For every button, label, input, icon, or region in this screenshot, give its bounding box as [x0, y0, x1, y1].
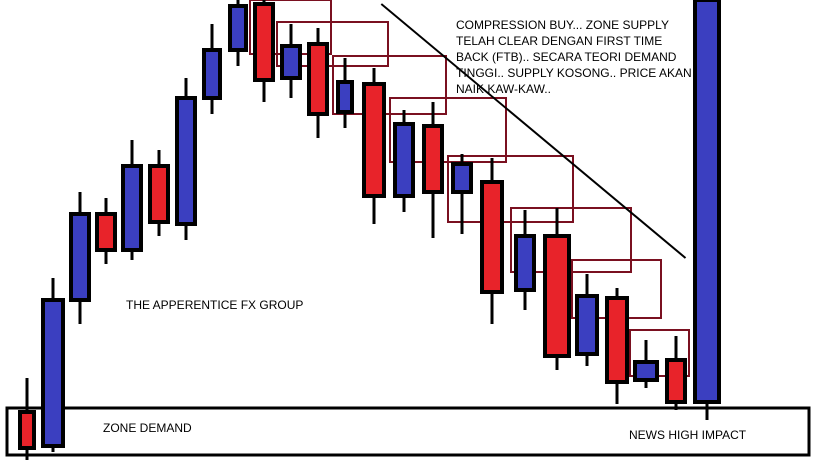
candle-body-9 [228, 4, 248, 52]
candle-body-22 [605, 296, 629, 384]
trendline [380, 3, 687, 259]
candle-body-4 [95, 212, 117, 252]
candle-body-8 [202, 48, 222, 100]
candle-body-11 [280, 44, 302, 80]
candle-body-1 [18, 410, 36, 450]
candle-body-25 [693, 0, 721, 404]
candle-body-20 [543, 234, 571, 358]
candle-body-24 [665, 358, 687, 404]
candle-body-18 [480, 180, 504, 294]
candle-body-21 [575, 294, 599, 356]
candle-body-7 [175, 96, 197, 226]
candle-body-2 [41, 298, 65, 448]
zone-demand-label: ZONE DEMAND [103, 421, 192, 435]
news-high-impact-label: NEWS HIGH IMPACT [629, 428, 747, 442]
brand-label: THE APPERENTICE FX GROUP [126, 298, 304, 312]
candle-body-5 [121, 164, 143, 252]
annotation-note: COMPRESSION BUY... ZONE SUPPLY TELAH CLE… [456, 18, 692, 96]
candle-body-3 [69, 212, 91, 302]
candle-body-6 [148, 164, 170, 224]
candle-body-10 [253, 2, 275, 82]
candle-body-23 [633, 360, 659, 382]
candle-body-16 [422, 124, 444, 194]
candle-body-13 [336, 80, 354, 114]
candle-body-12 [307, 42, 329, 116]
supply-zone-box-8 [629, 329, 690, 377]
candle-body-14 [362, 82, 386, 198]
demand-zone-box [5, 406, 811, 457]
candle-body-17 [451, 162, 473, 194]
candle-body-15 [393, 122, 415, 198]
candle-body-19 [514, 234, 536, 292]
